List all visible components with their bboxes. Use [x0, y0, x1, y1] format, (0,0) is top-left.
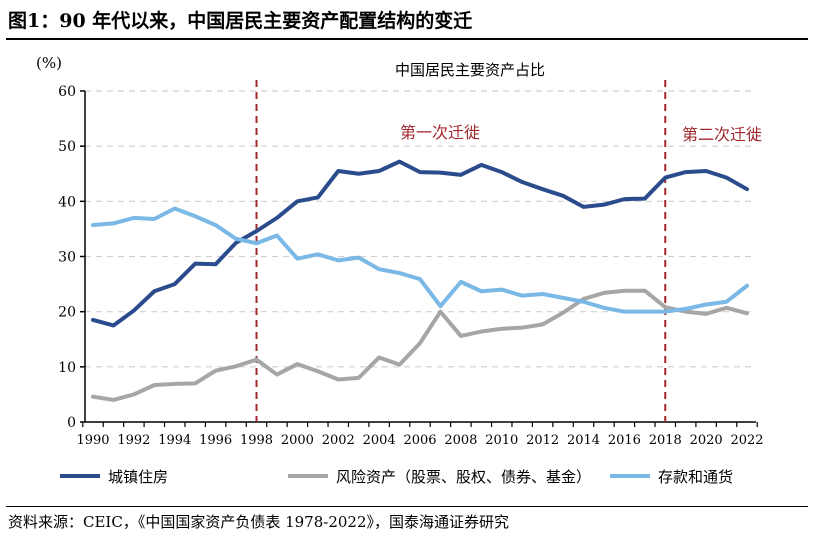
- chart-title: 中国居民主要资产占比: [395, 61, 545, 79]
- y-tick-label: 0: [67, 415, 76, 431]
- x-tick-label: 2014: [567, 433, 600, 448]
- x-tick-label: 1998: [240, 433, 273, 448]
- y-tick-label: 10: [58, 360, 76, 376]
- x-tick-label: 2018: [649, 433, 682, 448]
- x-tick-label: 2020: [690, 433, 723, 448]
- y-tick-label: 20: [58, 305, 76, 321]
- legend-label: 存款和通货: [658, 468, 733, 486]
- x-tick-label: 2022: [730, 433, 763, 448]
- series-line-1: [91, 288, 749, 402]
- legend-label: 城镇住房: [108, 468, 168, 486]
- line-chart: 中国居民主要资产占比 (%) 0 10 20 30 40 50 60 1990 1992 1994 19…: [36, 54, 764, 486]
- y-tick-label: 40: [58, 194, 76, 210]
- x-tick-label: 2010: [485, 433, 518, 448]
- figure-title: 图1：90 年代以来，中国居民主要资产配置结构的变迁: [8, 10, 473, 32]
- bottom-divider: [6, 506, 808, 507]
- x-tick-label: 2002: [322, 433, 355, 448]
- x-tick-label: 2012: [526, 433, 559, 448]
- y-tick-label: 30: [58, 250, 76, 266]
- legend-label: 风险资产（股票、股权、债券、基金）: [336, 468, 591, 486]
- migration-label: 第一次迁徙: [400, 123, 480, 142]
- x-tick-label: 2000: [281, 433, 314, 448]
- x-tick-label: 2016: [608, 433, 641, 448]
- y-tick-label: 60: [58, 84, 76, 100]
- series-line-0: [91, 159, 749, 328]
- y-tick-label: 50: [58, 139, 76, 155]
- top-divider: [6, 38, 808, 40]
- x-tick-label: 1992: [117, 433, 150, 448]
- x-tick-label: 2008: [444, 433, 477, 448]
- migration-label: 第二次迁徙: [682, 125, 762, 144]
- x-tick-label: 1990: [76, 433, 109, 448]
- source-note: 资料来源：CEIC，《中国国家资产负债表 1978-2022》，国泰海通证券研究: [8, 513, 510, 531]
- x-tick-label: 2006: [403, 433, 436, 448]
- y-axis-unit: (%): [36, 54, 62, 72]
- x-tick-label: 2004: [363, 433, 396, 448]
- x-tick-label: 1994: [158, 433, 191, 448]
- x-tick-label: 1996: [199, 433, 232, 448]
